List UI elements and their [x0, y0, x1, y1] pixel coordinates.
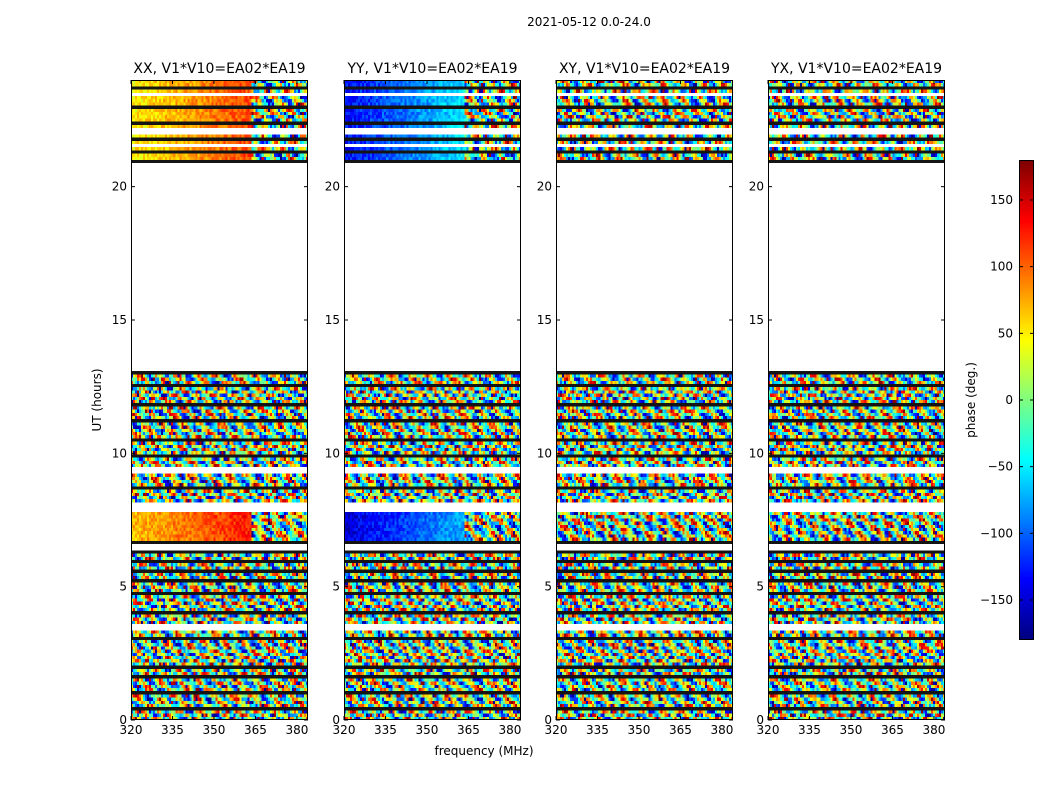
heatmap-image [344, 80, 521, 720]
x-tick-label: 320 [333, 723, 356, 737]
heatmap-image [556, 80, 733, 720]
panel-0: XX, V1*V10=EA02*EA19 320 335 350 365 380 0 5 10 1… [112, 61, 309, 737]
y-tick-label: 20 [749, 180, 764, 194]
x-tick-label: 335 [586, 723, 609, 737]
x-tick-label: 365 [244, 723, 267, 737]
y-tick-label: 5 [119, 580, 127, 594]
axes-frame [556, 80, 733, 720]
panel-3: YX, V1*V10=EA02*EA19 320 335 350 365 380 0 5 10 1… [749, 61, 946, 737]
x-tick-label: 350 [628, 723, 651, 737]
x-tick-label: 380 [285, 723, 308, 737]
panels-group: XX, V1*V10=EA02*EA19 320 335 350 365 380 0 5 10 1… [112, 61, 946, 737]
axes-frame [344, 80, 521, 720]
y-tick-label: 20 [537, 180, 552, 194]
y-tick-label: 10 [749, 446, 764, 460]
y-tick-label: 10 [325, 446, 340, 460]
heatmap-image [768, 80, 945, 720]
colorbar-tick-label: −150 [980, 593, 1013, 607]
x-tick-label: 320 [120, 723, 143, 737]
y-tick-label: 20 [112, 180, 127, 194]
axes-frame [131, 80, 308, 720]
colorbar-tick-label: −100 [980, 526, 1013, 540]
x-tick-label: 350 [840, 723, 863, 737]
axes-frame [768, 80, 945, 720]
x-tick-label: 365 [881, 723, 904, 737]
figure-suptitle: 2021-05-12 0.0-24.0 [527, 15, 651, 29]
colorbar-tick-label: −50 [988, 460, 1013, 474]
y-tick-label: 15 [537, 313, 552, 327]
y-axis-label: UT (hours) [90, 368, 104, 431]
x-tick-label: 350 [203, 723, 226, 737]
y-tick-label: 5 [332, 580, 340, 594]
x-axis-label: frequency (MHz) [434, 744, 533, 758]
y-tick-label: 10 [112, 446, 127, 460]
panel-2: XY, V1*V10=EA02*EA19 320 335 350 365 380 0 5 10 1… [537, 61, 734, 737]
x-tick-label: 365 [669, 723, 692, 737]
panel-title: YY, V1*V10=EA02*EA19 [346, 61, 517, 77]
y-tick-label: 15 [325, 313, 340, 327]
colorbar-tick-label: 50 [998, 326, 1013, 340]
x-tick-label: 320 [757, 723, 780, 737]
x-tick-label: 365 [457, 723, 480, 737]
y-tick-label: 20 [325, 180, 340, 194]
x-tick-label: 380 [710, 723, 733, 737]
y-tick-label: 5 [756, 580, 764, 594]
x-tick-label: 350 [416, 723, 439, 737]
y-tick-label: 15 [112, 313, 127, 327]
colorbar-tick-label: 150 [990, 193, 1013, 207]
colorbar-label: phase (deg.) [964, 362, 978, 438]
panel-title: YX, V1*V10=EA02*EA19 [770, 61, 942, 77]
y-tick-label: 0 [544, 713, 552, 727]
panel-title: XX, V1*V10=EA02*EA19 [133, 61, 305, 77]
y-tick-label: 15 [749, 313, 764, 327]
colorbar-tick-label: 100 [990, 260, 1013, 274]
colorbar: 150 100 50 0 −50 −100 −150 phase (deg.) [964, 160, 1034, 640]
panel-1: YY, V1*V10=EA02*EA19 320 335 350 365 380 0 5 10 1… [325, 61, 522, 737]
y-tick-label: 5 [544, 580, 552, 594]
y-tick-label: 0 [756, 713, 764, 727]
x-tick-label: 335 [798, 723, 821, 737]
panel-title: XY, V1*V10=EA02*EA19 [559, 61, 730, 77]
x-tick-label: 380 [498, 723, 521, 737]
y-tick-label: 10 [537, 446, 552, 460]
x-tick-label: 335 [161, 723, 184, 737]
x-tick-label: 320 [545, 723, 568, 737]
y-tick-label: 0 [332, 713, 340, 727]
colorbar-gradient [1019, 160, 1034, 640]
x-tick-label: 380 [922, 723, 945, 737]
x-tick-label: 335 [374, 723, 397, 737]
y-tick-label: 0 [119, 713, 127, 727]
heatmap-image [131, 80, 308, 720]
colorbar-tick-label: 0 [1005, 393, 1013, 407]
